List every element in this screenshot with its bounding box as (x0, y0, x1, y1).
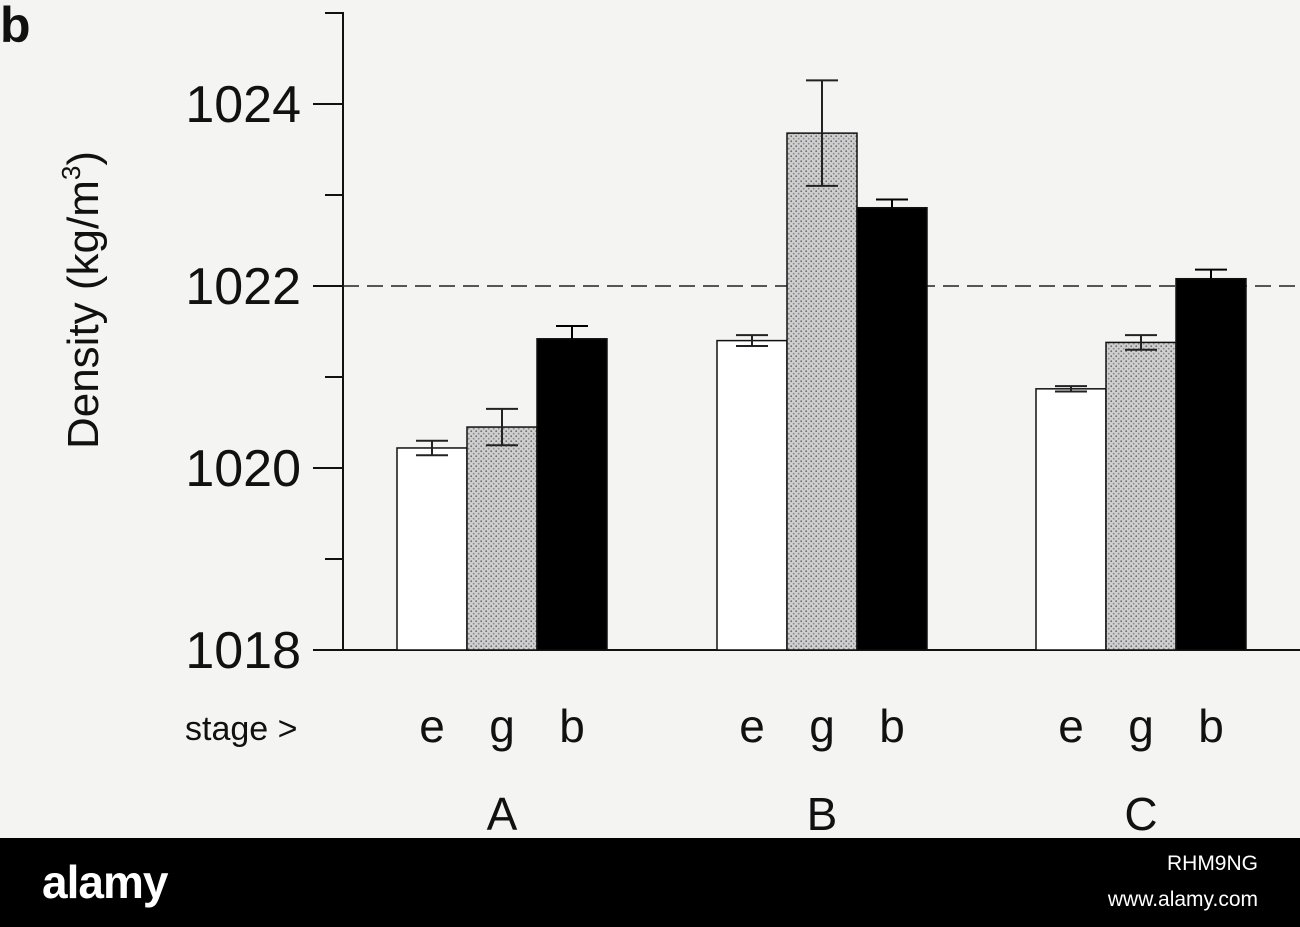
y-axis-title-close: ) (59, 151, 108, 166)
y-ticks: 1018 1020 1022 1024 (185, 12, 343, 680)
group-label: C (1124, 788, 1157, 838)
group-label: A (487, 788, 518, 838)
bar-C-e (1035, 388, 1107, 651)
panel-label: b (0, 0, 31, 53)
bar-A-g (466, 426, 538, 651)
bar-B-g (786, 132, 858, 651)
svg-text:Density (kg/m3): Density (kg/m3) (56, 151, 108, 449)
stage-label: g (489, 700, 515, 752)
y-axis-title: Density (kg/m3) (56, 151, 108, 449)
density-bar-chart: b Density (kg/m3) 1018 1020 1022 1024 stage… (0, 0, 1300, 838)
bar-C-g (1105, 341, 1177, 651)
group-label: B (807, 788, 838, 838)
bar-A-e (396, 447, 468, 651)
y-tick-label: 1020 (185, 440, 301, 498)
x-labels: e g bAe g bBe g bC (419, 700, 1224, 838)
stage-label: b (1198, 700, 1224, 752)
stage-label: e (1058, 700, 1084, 752)
bar-C-b (1175, 277, 1247, 651)
stage-prefix-label: stage > (185, 710, 297, 748)
y-tick-label: 1018 (185, 622, 301, 680)
y-tick-label: 1022 (185, 258, 301, 316)
stage-label: g (809, 700, 835, 752)
site-url: www.alamy.com (1107, 888, 1258, 911)
bar-B-b (856, 206, 928, 651)
stage-label: e (739, 700, 765, 752)
bar-A-b (536, 338, 608, 651)
y-axis-title-superscript: 3 (56, 166, 86, 180)
y-axis-title-main: Density (kg/m (59, 180, 108, 449)
bar-B-e (716, 339, 788, 651)
stage-label: e (419, 700, 445, 752)
alamy-logo: alamy (42, 856, 168, 908)
stage-label: b (879, 700, 905, 752)
y-tick-label: 1024 (185, 76, 301, 134)
stage-label: g (1128, 700, 1154, 752)
image-id: RHM9NG (1166, 852, 1258, 875)
bars (396, 79, 1247, 651)
stage-label: b (559, 700, 585, 752)
watermark-band: alamy RHM9NG www.alamy.com (0, 838, 1300, 927)
